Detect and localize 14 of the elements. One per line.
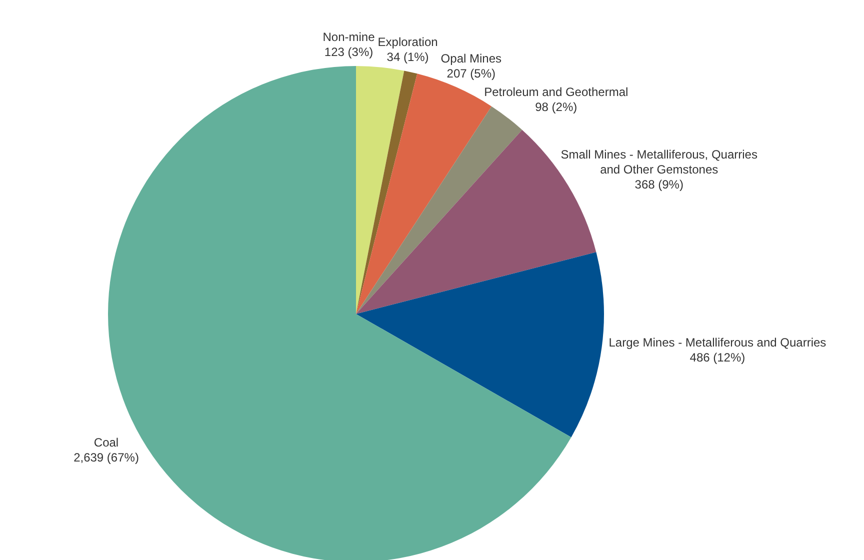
slice-label: Coal	[94, 435, 119, 450]
data-label: 2,639 (67%)	[74, 450, 139, 464]
slice-label: Small Mines - Metalliferous, Quarries and Other Gemstones	[560, 148, 758, 177]
slice-label: Exploration	[378, 35, 438, 50]
data-label: 123 (3%)	[324, 44, 374, 59]
slice-label: Large Mines - Metalliferous and Quarries	[608, 336, 826, 350]
data-label: 207 (5%)	[446, 66, 496, 80]
data-label: 486 (12%)	[690, 350, 746, 365]
data-label: 98 (2%)	[535, 100, 578, 114]
slice-label: Opal Mines	[440, 51, 502, 66]
data-label: 368 (9%)	[634, 178, 684, 192]
data-label: 34 (1%)	[386, 50, 429, 64]
slice-label: Non-mine	[322, 30, 376, 44]
slice-label: Petroleum and Geothermal	[484, 84, 628, 99]
